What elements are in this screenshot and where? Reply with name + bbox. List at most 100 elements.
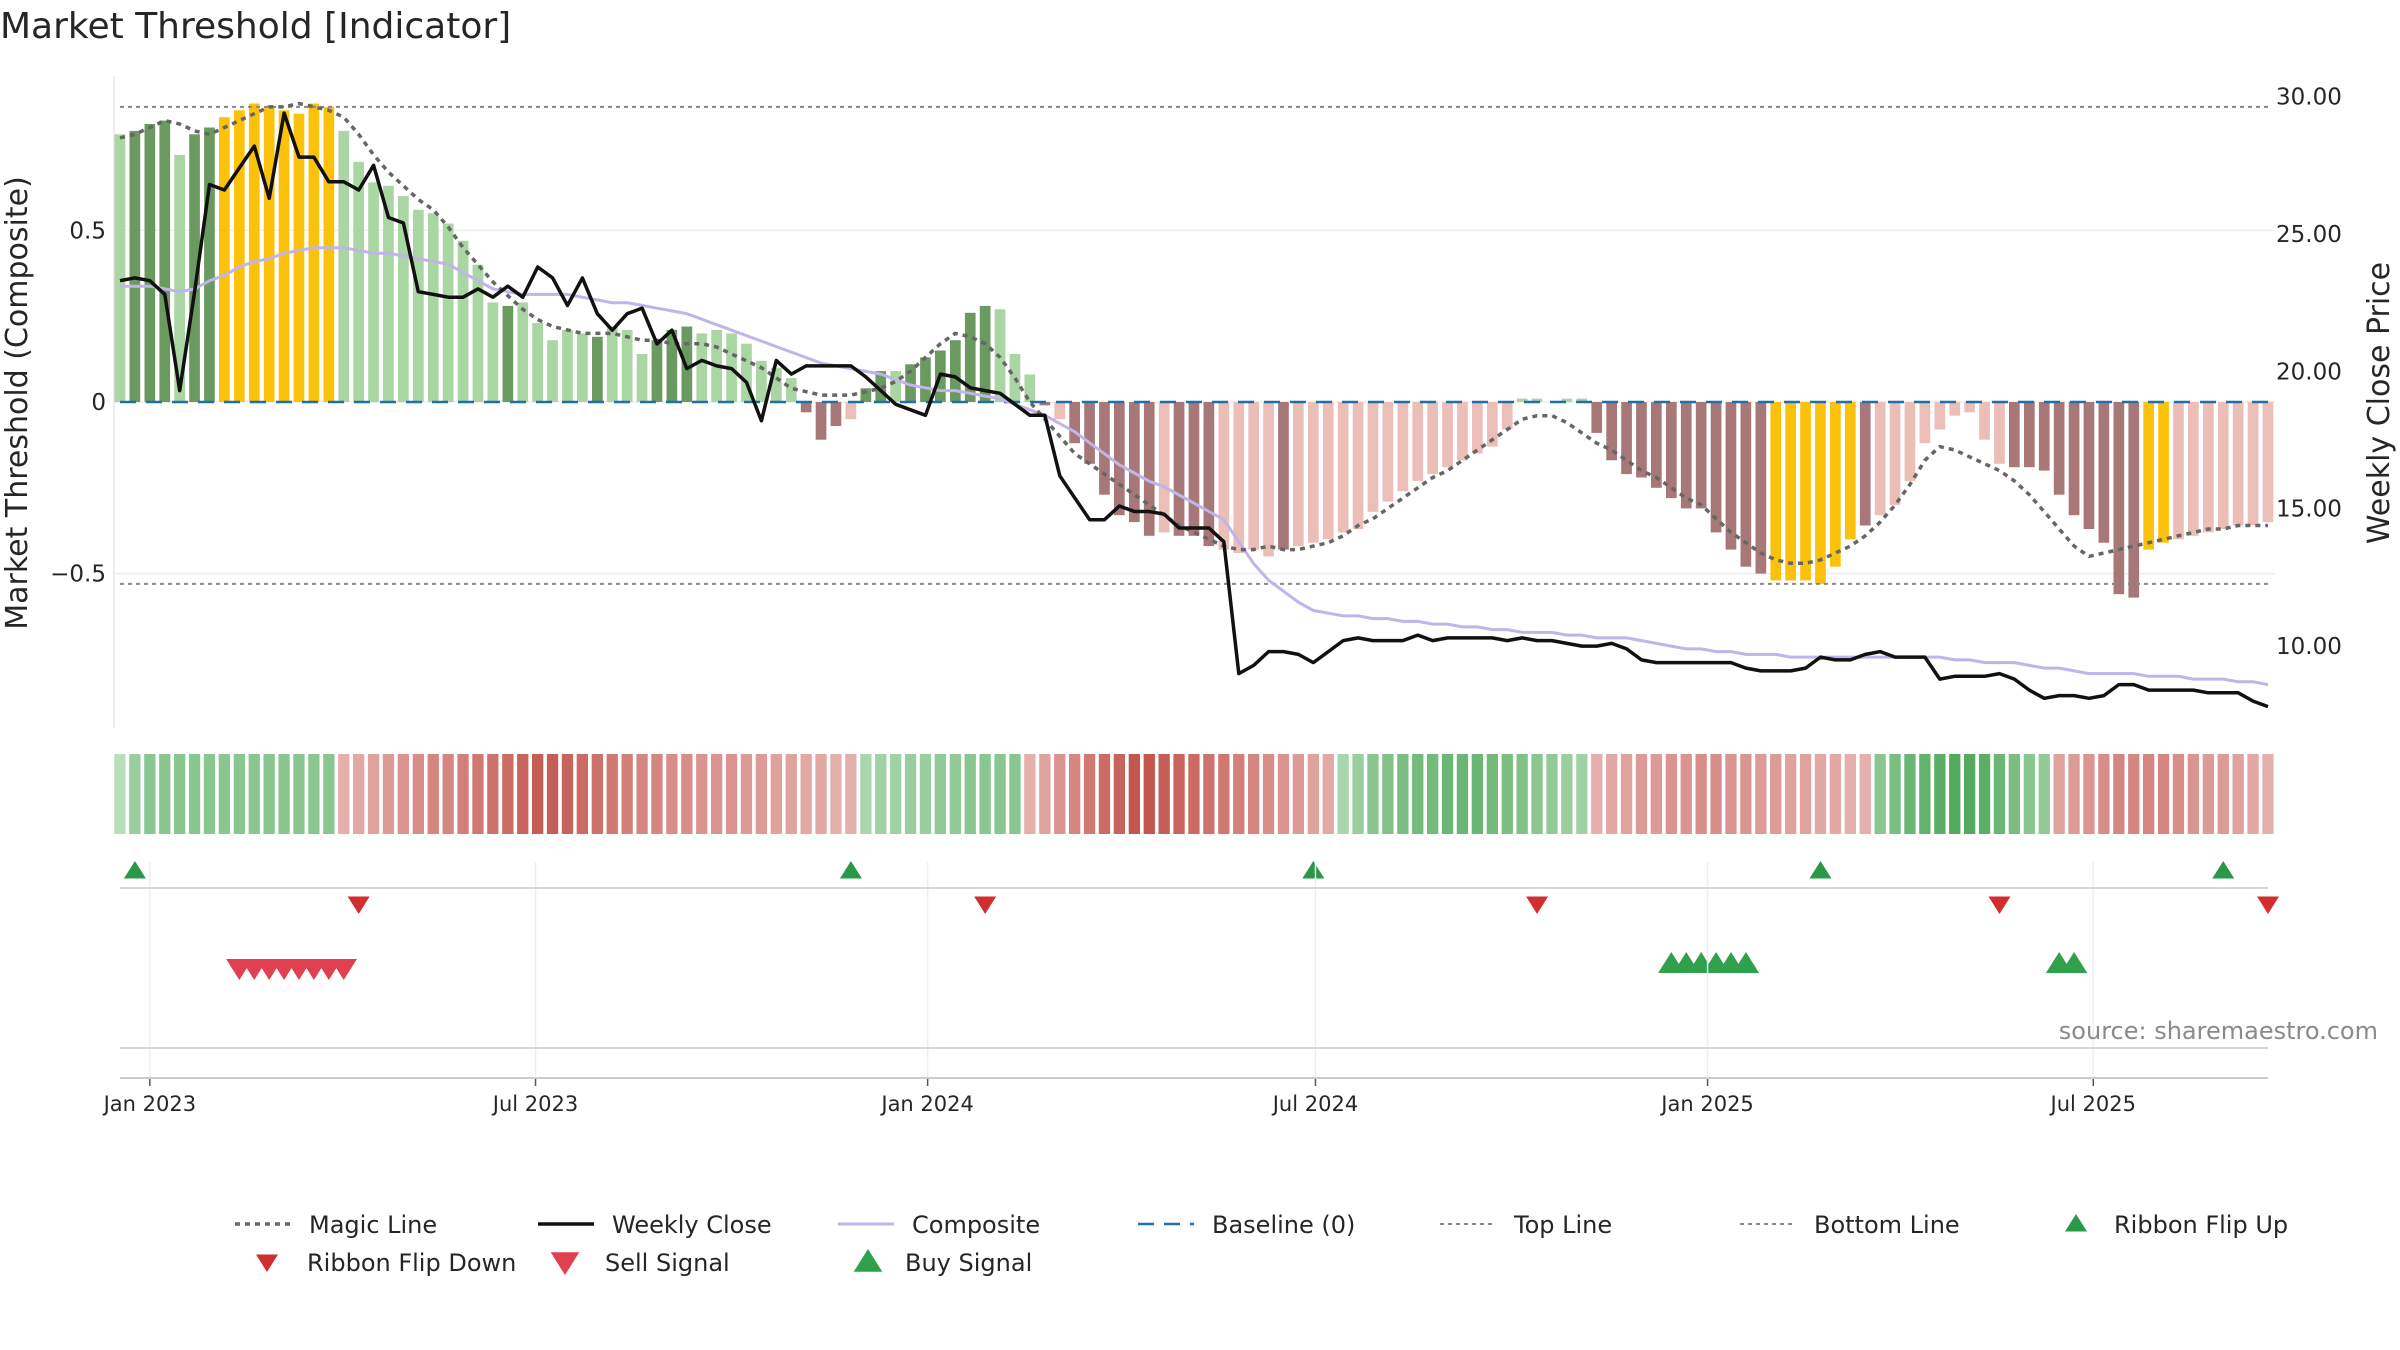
composite-bar: [1173, 402, 1185, 536]
composite-bar: [293, 113, 305, 402]
ribbon-cell: [1024, 754, 1036, 834]
composite-bar: [547, 340, 558, 402]
composite-bar: [1695, 402, 1707, 509]
composite-bar: [606, 326, 618, 402]
composite-bar: [204, 127, 215, 402]
legend-swatch: [550, 1252, 580, 1275]
ribbon-cell: [1799, 754, 1812, 834]
ribbon-cell: [2053, 754, 2065, 834]
ribbon-cell: [188, 754, 201, 834]
ribbon-cell: [561, 754, 574, 834]
legend-label: Ribbon Flip Up: [2114, 1211, 2288, 1239]
ribbon-cell: [308, 754, 320, 834]
legend-item-sell: Sell Signal: [550, 1249, 730, 1277]
ribbon-cell: [2217, 754, 2229, 834]
legend-item-bottom: Bottom Line: [1740, 1211, 1960, 1239]
ribbon-cell: [1516, 754, 1528, 834]
composite-bar: [756, 360, 767, 402]
ribbon-cell: [1128, 754, 1140, 834]
composite-bar: [1949, 402, 1961, 416]
left-tick-label: 0.5: [69, 218, 106, 244]
composite-bar: [323, 106, 335, 403]
ribbon-cell: [2202, 754, 2214, 834]
ribbon-flip-down-marker: [1526, 896, 1549, 914]
composite-bar: [1919, 402, 1931, 444]
ribbon-cell: [934, 754, 946, 834]
legend-item-buy: Buy Signal: [853, 1249, 1032, 1277]
legend-label: Bottom Line: [1814, 1211, 1960, 1239]
ribbon-cell: [1083, 754, 1096, 834]
composite-bar: [159, 120, 171, 402]
legend-swatch: [853, 1249, 883, 1272]
ribbon-cell: [1486, 754, 1498, 834]
ribbon-flip-up-marker: [1809, 861, 1832, 879]
ribbon-cell: [785, 754, 797, 834]
ribbon-cell: [1501, 754, 1513, 834]
composite-bar: [771, 367, 782, 402]
ribbon-cell: [1441, 754, 1454, 834]
composite-bar: [562, 329, 573, 402]
ribbon-cell: [1143, 754, 1155, 834]
ribbon-cell: [1606, 754, 1618, 834]
composite-bar: [1427, 402, 1438, 475]
ribbon-flip-up-marker: [123, 861, 146, 879]
composite-bar: [248, 103, 260, 402]
composite-bar: [1621, 402, 1632, 475]
legend-label: Top Line: [1513, 1211, 1612, 1239]
legend-label: Sell Signal: [605, 1249, 730, 1277]
ribbon-cell: [1710, 754, 1722, 834]
ribbon-cell: [353, 754, 365, 834]
ribbon-cell: [681, 754, 693, 834]
ribbon-cell: [1382, 754, 1394, 834]
legend-item-baseline: Baseline (0): [1138, 1211, 1355, 1239]
composite-bar: [413, 209, 424, 402]
composite-bar: [920, 357, 931, 402]
composite-bar: [905, 364, 916, 402]
ribbon-cell: [576, 754, 588, 834]
ribbon-cell: [174, 754, 186, 834]
ribbon-cell: [442, 754, 454, 834]
composite-bar: [1830, 402, 1841, 567]
ribbon-cell: [860, 754, 872, 834]
ribbon-cell: [1814, 754, 1827, 834]
composite-bar: [234, 110, 245, 403]
legend-item-magic: Magic Line: [235, 1211, 437, 1239]
ribbon-cell: [203, 754, 216, 834]
ribbon-cell: [293, 754, 305, 834]
ribbon-cell: [815, 754, 827, 834]
composite-bars: [114, 103, 2274, 598]
composite-bar: [532, 323, 543, 402]
left-tick-label: 0: [91, 390, 106, 416]
ribbon-cell: [2008, 754, 2020, 834]
ribbon-cell: [1695, 754, 1707, 834]
ribbon-cell: [1620, 754, 1633, 834]
composite-bar: [1472, 402, 1483, 454]
composite-bar: [1651, 402, 1662, 488]
ribbon-cell: [114, 754, 126, 834]
composite-bar: [2038, 402, 2050, 471]
ribbon-cell: [1785, 754, 1797, 834]
composite-bar: [487, 302, 499, 402]
composite-bar: [278, 110, 290, 403]
ribbon-cell: [2262, 754, 2274, 834]
axes: 0.5 0 −0.5 30.00 25.00 20.00 15.00 10.00: [50, 76, 2342, 728]
composite-bar: [2203, 402, 2214, 533]
legend-label: Buy Signal: [905, 1249, 1032, 1277]
legend-swatch: [256, 1254, 278, 1272]
ribbon-cell: [1904, 754, 1916, 834]
buy-signal-marker: [1732, 952, 1760, 973]
ribbon-cell: [338, 754, 350, 834]
composite-bar: [890, 371, 901, 402]
ribbon-cell: [1292, 754, 1304, 834]
ribbon-cell: [1635, 754, 1648, 834]
legend-label: Baseline (0): [1212, 1211, 1355, 1239]
right-tick-label: 25.00: [2276, 222, 2342, 248]
ribbon-cell: [994, 754, 1006, 834]
composite-bar: [2143, 402, 2154, 550]
date-tick-label: Jul 2025: [2049, 1092, 2136, 1116]
ribbon-cell: [502, 754, 514, 834]
legend-swatch: [2065, 1214, 2087, 1232]
composite-bar: [427, 213, 439, 402]
ribbon-cell: [636, 754, 648, 834]
composite-bar: [1740, 402, 1752, 567]
